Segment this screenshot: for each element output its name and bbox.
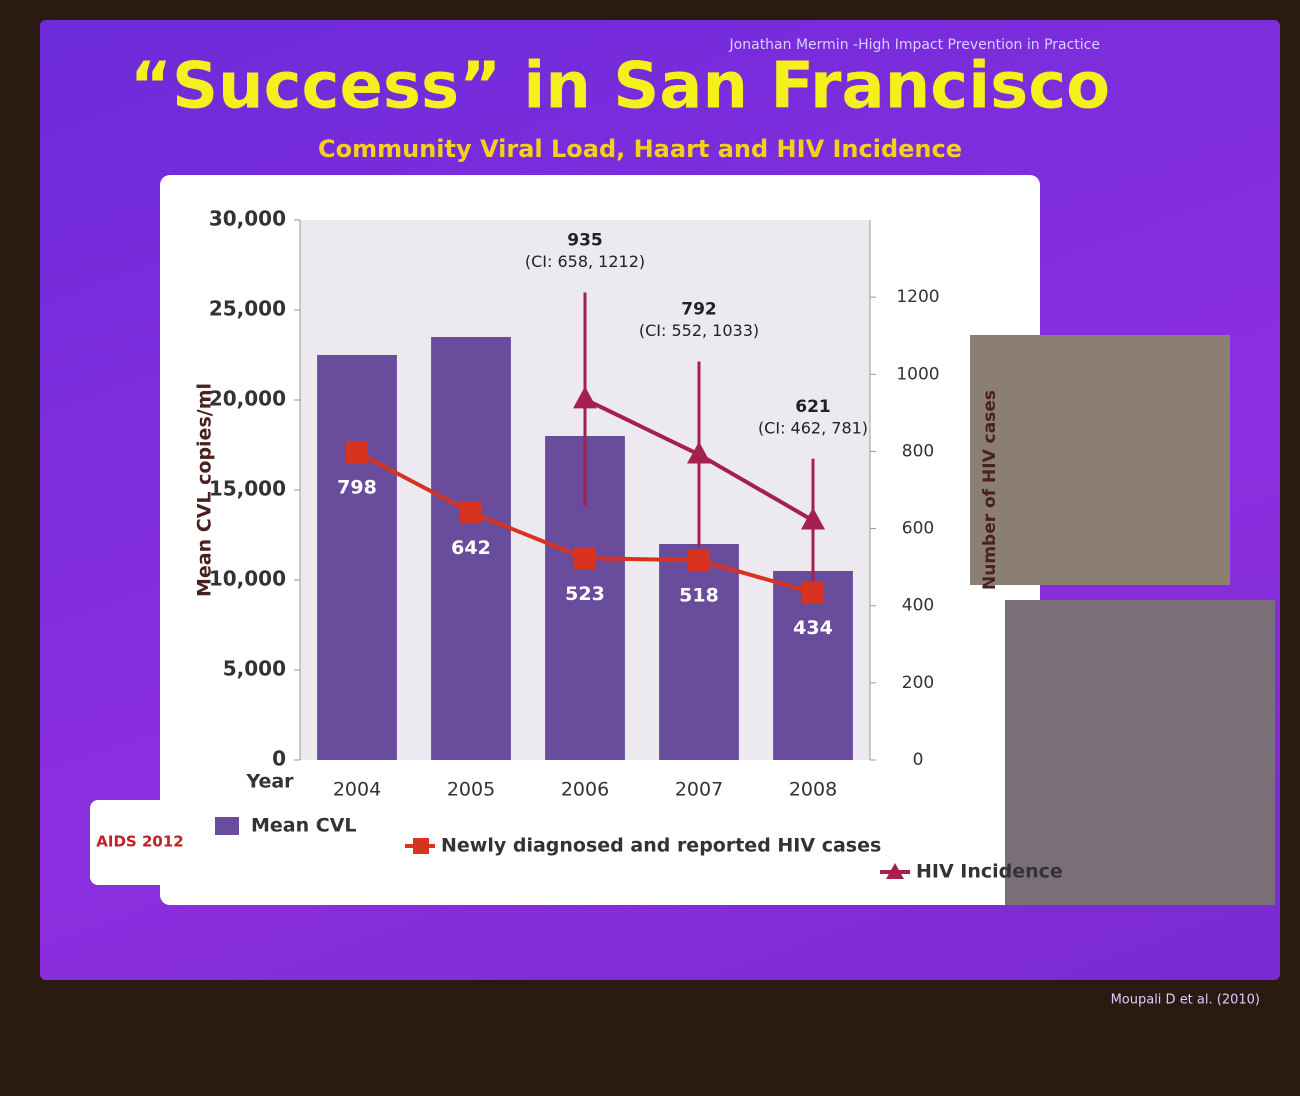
- y2-tick-label: 600: [902, 519, 934, 539]
- logo-box: [90, 800, 190, 885]
- x-tick-label: 2004: [333, 779, 381, 801]
- ci-label: (CI: 552, 1033): [639, 321, 759, 340]
- data-label: 798: [337, 477, 377, 499]
- y2-tick-label: 200: [902, 673, 934, 693]
- y2-tick-label: 800: [902, 441, 934, 461]
- legend-swatch: [215, 817, 239, 835]
- y2-axis-label: Number of HIV cases: [980, 390, 1000, 590]
- x-tick-label: 2005: [447, 779, 495, 801]
- y-tick-label: 25,000: [209, 297, 286, 321]
- marker: [460, 501, 482, 524]
- marker: [802, 581, 824, 604]
- y-tick-label: 20,000: [209, 387, 286, 411]
- data-label: 792: [681, 300, 717, 320]
- legend-swatch: [886, 863, 904, 879]
- data-label: 518: [679, 585, 719, 607]
- ci-label: (CI: 658, 1212): [525, 252, 645, 271]
- x-tick-label: 2008: [789, 779, 837, 801]
- y-tick-label: 5,000: [223, 657, 286, 681]
- chart-title: “Success” in San Francisco: [130, 50, 1110, 124]
- bar: [659, 544, 739, 760]
- marker: [687, 441, 711, 464]
- y2-tick-label: 1000: [896, 364, 939, 384]
- marker: [574, 547, 596, 570]
- y2-tick-label: 1200: [896, 287, 939, 307]
- author: Jonathan Mermin -High Impact Prevention …: [729, 37, 1100, 53]
- legend-label: HIV Incidence: [916, 861, 1063, 883]
- legend-label: Mean CVL: [251, 815, 357, 837]
- photo-parade: [1005, 600, 1275, 905]
- x-tick-label: 2006: [561, 779, 609, 801]
- y-tick-label: 30,000: [209, 207, 286, 231]
- marker: [801, 507, 825, 530]
- x-axis-label: Year: [245, 771, 294, 793]
- y2-tick-label: 400: [902, 596, 934, 616]
- data-label: 523: [565, 583, 605, 605]
- bar: [317, 355, 397, 760]
- marker: [573, 386, 597, 409]
- legend-label: Newly diagnosed and reported HIV cases: [441, 835, 881, 857]
- data-label: 935: [567, 231, 603, 251]
- marker: [346, 441, 368, 464]
- y2-tick-label: 0: [913, 750, 924, 770]
- bar: [431, 337, 511, 760]
- logo: AIDS 2012: [96, 833, 183, 851]
- ci-label: (CI: 462, 781): [758, 418, 868, 437]
- y-tick-label: 15,000: [209, 477, 286, 501]
- chart-subtitle: Community Viral Load, Haart and HIV Inci…: [318, 135, 962, 163]
- marker: [688, 549, 710, 572]
- photo-castro: [970, 335, 1230, 585]
- legend-swatch: [413, 838, 429, 854]
- y-tick-label: 0: [272, 747, 286, 771]
- data-label: 621: [795, 397, 831, 417]
- x-tick-label: 2007: [675, 779, 723, 801]
- citation: Moupali D et al. (2010): [1111, 993, 1260, 1008]
- y-axis-label: Mean CVL copies/ml: [194, 383, 216, 597]
- data-label: 434: [793, 617, 833, 639]
- data-label: 642: [451, 537, 491, 559]
- y-tick-label: 10,000: [209, 567, 286, 591]
